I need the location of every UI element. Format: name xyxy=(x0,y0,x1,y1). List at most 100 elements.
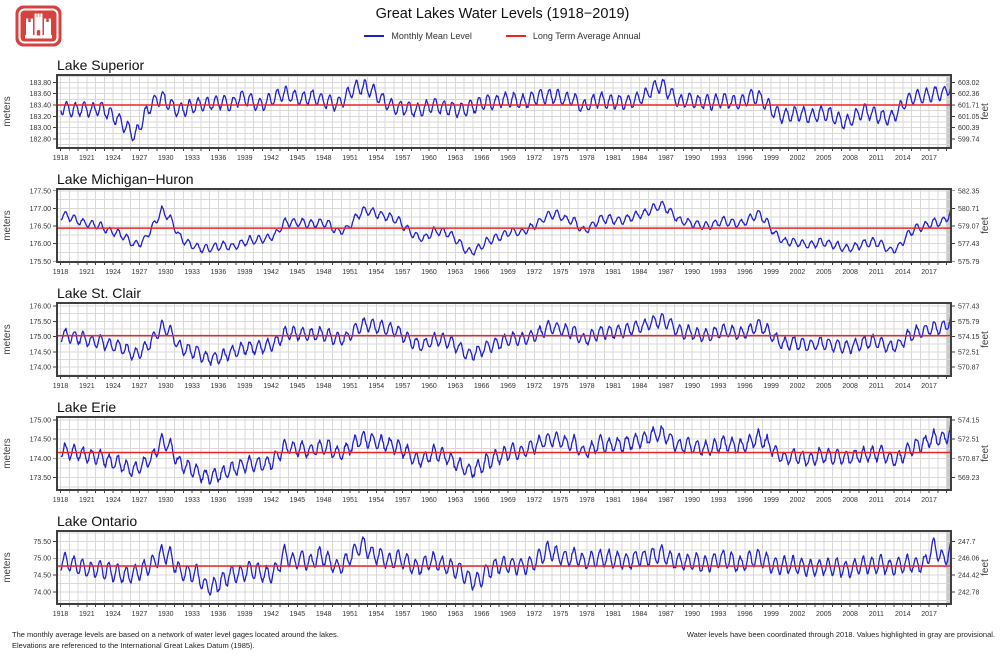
x-tick-label: 1993 xyxy=(711,383,727,390)
x-tick-label: 1924 xyxy=(105,497,121,504)
x-tick-label: 1942 xyxy=(263,611,279,618)
x-tick-label: 1984 xyxy=(632,611,648,618)
x-tick-label: 2014 xyxy=(895,611,911,618)
x-tick-label: 1939 xyxy=(237,497,253,504)
x-tick-label: 1963 xyxy=(448,155,464,162)
x-tick-label: 1945 xyxy=(290,611,306,618)
y-tick-label-feet: 244.42 xyxy=(958,573,980,580)
x-tick-label: 1942 xyxy=(263,155,279,162)
x-tick-label: 1966 xyxy=(474,611,490,618)
x-tick-label: 1975 xyxy=(553,611,569,618)
x-tick-label: 1948 xyxy=(316,383,332,390)
x-tick-label: 1918 xyxy=(53,155,69,162)
x-tick-label: 1948 xyxy=(316,497,332,504)
x-tick-label: 2005 xyxy=(816,497,832,504)
x-tick-label: 1981 xyxy=(605,497,621,504)
x-tick-label: 1987 xyxy=(658,383,674,390)
y-tick-label-meters: 182.80 xyxy=(30,136,52,143)
lake-level-plot: 75.50 75.00 74.50 74.00 247.7 246.06 244.42 242… xyxy=(2,530,991,618)
y-tick-label-feet: 577.43 xyxy=(958,304,980,311)
y-tick-label-meters: 183.00 xyxy=(30,125,52,132)
y-tick-label-meters: 175.00 xyxy=(30,418,52,425)
x-tick-label: 1993 xyxy=(711,497,727,504)
y-tick-label-feet: 599.74 xyxy=(958,136,980,143)
x-tick-label: 1954 xyxy=(369,383,385,390)
x-tick-label: 1984 xyxy=(632,383,648,390)
x-tick-label: 1960 xyxy=(421,383,437,390)
y-axis-unit-right: feet xyxy=(980,559,991,576)
monthly-mean-line xyxy=(60,313,952,367)
x-tick-label: 2002 xyxy=(790,155,806,162)
x-tick-label: 1948 xyxy=(316,611,332,618)
x-tick-label: 1927 xyxy=(132,269,148,276)
x-tick-label: 1939 xyxy=(237,611,253,618)
x-tick-label: 1966 xyxy=(474,155,490,162)
x-tick-label: 1942 xyxy=(263,383,279,390)
x-tick-label: 2002 xyxy=(790,497,806,504)
panel-lake-erie: Lake Erie 175.00 174.50 174.00 173.50 574.15… xyxy=(0,399,1005,513)
x-tick-label: 1933 xyxy=(184,155,200,162)
x-tick-label: 1999 xyxy=(763,383,779,390)
y-axis-unit-left: meters xyxy=(2,552,13,583)
x-tick-label: 1951 xyxy=(342,155,358,162)
x-tick-label: 2002 xyxy=(790,269,806,276)
x-tick-label: 1918 xyxy=(53,383,69,390)
y-tick-label-feet: 574.15 xyxy=(958,334,980,341)
x-tick-label: 1930 xyxy=(158,155,174,162)
x-tick-label: 1939 xyxy=(237,383,253,390)
x-tick-label: 2014 xyxy=(895,155,911,162)
x-tick-label: 1933 xyxy=(184,269,200,276)
monthly-mean-line-swatch xyxy=(364,35,385,37)
x-tick-label: 1972 xyxy=(526,497,542,504)
y-tick-label-feet: 570.87 xyxy=(958,456,980,463)
y-tick-label-feet: 577.43 xyxy=(958,241,980,248)
y-tick-label-feet: 603.02 xyxy=(958,80,980,87)
legend-item-long-term-average: Long Term Average Annual xyxy=(505,31,641,41)
provisional-band xyxy=(946,75,951,148)
x-tick-label: 1957 xyxy=(395,269,411,276)
x-tick-label: 1921 xyxy=(79,269,95,276)
x-tick-label: 1972 xyxy=(526,611,542,618)
panel-lake-superior: Lake Superior 183.80 183.60 183.40 183.20 18… xyxy=(0,57,1005,171)
x-tick-label: 1990 xyxy=(684,497,700,504)
x-tick-label: 1966 xyxy=(474,383,490,390)
y-tick-label-feet: 572.51 xyxy=(958,437,980,444)
legend-label: Long Term Average Annual xyxy=(532,31,641,41)
x-tick-label: 2014 xyxy=(895,383,911,390)
y-tick-label-meters: 174.50 xyxy=(30,437,52,444)
x-tick-label: 1999 xyxy=(763,155,779,162)
x-tick-label: 2011 xyxy=(869,611,884,618)
y-tick-label-meters: 173.50 xyxy=(30,475,52,482)
x-tick-label: 2017 xyxy=(921,497,937,504)
x-tick-label: 1927 xyxy=(132,497,148,504)
x-tick-label: 1990 xyxy=(684,383,700,390)
x-tick-label: 1918 xyxy=(53,497,69,504)
y-tick-label-meters: 183.40 xyxy=(30,102,52,109)
x-tick-label: 1924 xyxy=(105,155,121,162)
x-tick-label: 2005 xyxy=(816,611,832,618)
x-tick-label: 1942 xyxy=(263,269,279,276)
x-tick-label: 1975 xyxy=(553,155,569,162)
y-tick-label-meters: 174.00 xyxy=(30,365,52,372)
x-tick-label: 1969 xyxy=(500,611,516,618)
provisional-band xyxy=(946,531,951,604)
x-tick-label: 1942 xyxy=(263,497,279,504)
x-tick-label: 1999 xyxy=(763,611,779,618)
x-tick-label: 1963 xyxy=(448,383,464,390)
legend-item-monthly-mean: Monthly Mean Level xyxy=(364,31,472,41)
x-tick-label: 1951 xyxy=(342,269,358,276)
grid xyxy=(57,303,951,376)
y-tick-label-meters: 175.50 xyxy=(30,319,52,326)
x-tick-label: 1960 xyxy=(421,269,437,276)
x-tick-label: 1954 xyxy=(369,611,385,618)
x-tick-label: 1966 xyxy=(474,497,490,504)
x-tick-label: 2008 xyxy=(842,155,858,162)
x-tick-label: 1963 xyxy=(448,497,464,504)
y-tick-label-feet: 582.35 xyxy=(958,188,980,195)
x-tick-label: 1981 xyxy=(605,155,621,162)
x-tick-label: 1987 xyxy=(658,611,674,618)
y-tick-label-feet: 572.51 xyxy=(958,349,980,356)
x-tick-label: 1945 xyxy=(290,497,306,504)
y-axis-unit-left: meters xyxy=(2,96,13,127)
grid xyxy=(57,75,951,148)
